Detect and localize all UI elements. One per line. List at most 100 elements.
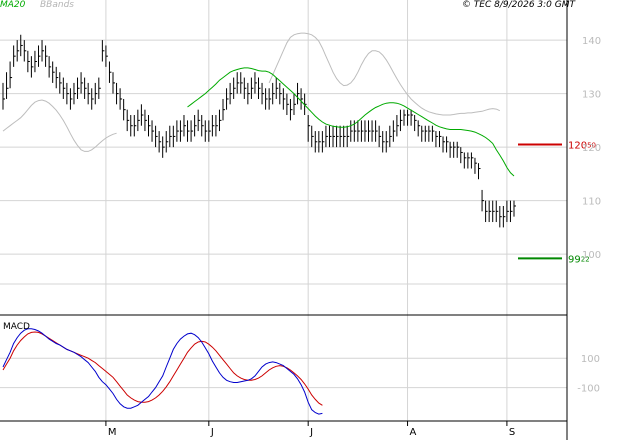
- ohlc-bar: [304, 93, 307, 116]
- ohlc-bar: [45, 45, 48, 67]
- ohlc-bar: [272, 82, 275, 105]
- ohlc-bar: [506, 200, 509, 223]
- ohlc-bar: [144, 109, 147, 132]
- ohlc-bar: [197, 109, 201, 132]
- ohlc-bar: [169, 125, 172, 148]
- ohlc-bar: [435, 131, 438, 148]
- ohlc-bar: [9, 61, 13, 89]
- ohlc-bar: [499, 205, 502, 228]
- ohlc-bar: [268, 88, 272, 110]
- ohlc-bar: [16, 40, 20, 62]
- ohlc-bar: [243, 77, 247, 99]
- ohlc-bar: [27, 50, 30, 73]
- ohlc-bar: [37, 45, 41, 67]
- ohlc-bar: [133, 115, 137, 137]
- ohlc-bar: [101, 40, 105, 62]
- ohlc-bar: [55, 66, 59, 89]
- ohlc-bar: [414, 115, 417, 132]
- ohlc-bar: [332, 125, 336, 148]
- y-tick-label-120: 120: [582, 143, 601, 154]
- ohlc-bar: [20, 34, 23, 57]
- ohlc-bar: [485, 200, 488, 223]
- ohlc-bar: [307, 115, 311, 142]
- ohlc-bar: [116, 82, 119, 105]
- ohlc-bar: [158, 131, 162, 153]
- ohlc-bar: [502, 205, 506, 228]
- ohlc-bar: [350, 120, 353, 142]
- ohlc-bar: [98, 77, 101, 99]
- ohlc-bar: [48, 56, 52, 78]
- ohlc-bar: [190, 120, 194, 142]
- ohlc-bar: [41, 40, 45, 62]
- ohlc-bar: [6, 72, 9, 99]
- ohlc-bar: [392, 120, 396, 142]
- x-tick-label-J: J: [210, 427, 214, 438]
- y-tick-label-130: 130: [582, 90, 601, 101]
- ohlc-bar: [165, 131, 169, 153]
- ohlc-bar: [23, 40, 27, 62]
- ohlc-bar: [282, 88, 286, 110]
- ohlc-bar: [279, 82, 282, 105]
- ohlc-bar: [34, 50, 37, 73]
- ohlc-bar: [162, 136, 165, 158]
- ohlc-bar: [126, 109, 130, 132]
- ohlc-bar: [289, 98, 293, 121]
- ohlc-bar: [59, 72, 62, 94]
- ohlc-bar: [509, 200, 513, 223]
- bb-upper-line: [268, 32, 501, 116]
- ohlc-bar: [410, 109, 414, 126]
- ohlc-bar: [112, 72, 116, 94]
- ohlc-bar: [357, 120, 360, 142]
- ohlc-bar: [442, 136, 446, 153]
- ohlc-bar: [91, 88, 94, 110]
- ohlc-bar: [431, 125, 435, 142]
- ohlc-bar: [229, 82, 233, 105]
- ohlc-bar: [293, 93, 296, 116]
- ohlc-bar: [478, 163, 481, 180]
- ohlc-bar: [130, 115, 133, 137]
- ohlc-bar: [240, 72, 243, 94]
- ohlc-bar: [155, 125, 158, 148]
- ohlc-bar: [492, 200, 495, 223]
- ohlc-bar: [474, 157, 477, 174]
- ohlc-bar: [77, 77, 80, 99]
- ohlc-bar: [449, 141, 453, 158]
- ohlc-bar: [215, 115, 218, 137]
- resistance-label-decimals: 50: [587, 141, 596, 149]
- bb-lower-line: [2, 99, 117, 152]
- ohlc-bar: [204, 120, 208, 142]
- y-tick-label-140: 140: [582, 36, 601, 47]
- ohlc-bar: [460, 147, 463, 164]
- ohlc-bar: [328, 125, 332, 148]
- ohlc-bar: [346, 125, 350, 148]
- ohlc-bar: [201, 115, 204, 137]
- ohlc-bar: [258, 77, 261, 99]
- ma20-legend: MA20: [0, 0, 26, 10]
- macd-y-tick-label: 100: [581, 354, 600, 365]
- support-label: 9922: [568, 254, 590, 265]
- ohlc-bar: [69, 88, 73, 110]
- ohlc-bar: [233, 77, 236, 99]
- ohlc-bar: [371, 120, 375, 142]
- ohlc-bar: [208, 120, 211, 142]
- ohlc-bar: [318, 131, 321, 153]
- ohlc-bar: [446, 136, 449, 153]
- ohlc-bar: [179, 120, 183, 142]
- ohlc-bar: [52, 61, 55, 83]
- bbands-legend: BBands: [40, 0, 74, 10]
- ohlc-bar: [339, 125, 343, 148]
- ohlc-bar: [275, 77, 279, 99]
- x-tick-label-S: S: [509, 427, 515, 438]
- ohlc-bar: [364, 120, 367, 142]
- ohlc-bar: [297, 82, 300, 105]
- resistance-label: 12050: [568, 140, 596, 151]
- y-tick-label-110: 110: [582, 197, 601, 208]
- ohlc-bar: [396, 115, 399, 137]
- ohlc-bar: [265, 88, 268, 110]
- ohlc-bar: [424, 125, 428, 142]
- ohlc-bar: [314, 131, 318, 153]
- ohlc-bar: [87, 82, 91, 105]
- ohlc-bar: [368, 120, 371, 142]
